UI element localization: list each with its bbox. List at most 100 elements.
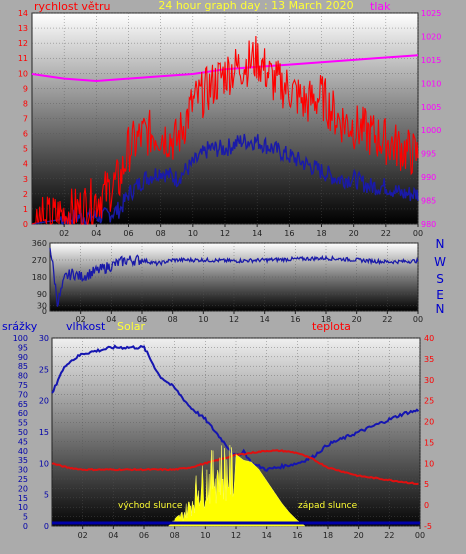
wind-speed-line: [31, 133, 419, 226]
x-tick-label: 18: [323, 531, 333, 540]
y-tick-label: 1000: [421, 126, 441, 135]
compass-label-w: W: [434, 255, 446, 269]
x-tick-label: 12: [231, 531, 241, 540]
y-tick-label: 15: [39, 428, 49, 437]
x-tick-label: 20: [349, 229, 359, 238]
y-tick-label: 0: [23, 220, 28, 229]
y-tick-label: 55: [18, 419, 28, 428]
y-tick-label: 35: [18, 456, 28, 465]
y-tick-label: 25: [424, 397, 434, 406]
y-tick-label: 50: [18, 428, 28, 437]
gust-line: [31, 35, 419, 225]
sunrise-label: východ slunce: [118, 501, 183, 511]
humidity-y-ticks: 0 5 10 15 20 25 30: [39, 334, 49, 531]
x-tick-label: 20: [354, 531, 364, 540]
x-tick-label: 10: [198, 315, 208, 324]
x-tick-label: 12: [220, 229, 230, 238]
y-tick-label: 65: [18, 400, 28, 409]
y-tick-label: 5: [424, 480, 429, 489]
y-tick-label: 15: [424, 438, 434, 447]
chart-title: 24 hour graph day : 13 March 2020: [158, 0, 353, 12]
x-tick-label: 22: [384, 531, 394, 540]
y-tick-label: 4: [23, 160, 28, 169]
x-tick-label: 16: [290, 315, 300, 324]
solar-area: [167, 445, 306, 527]
y-tick-label: 15: [18, 494, 28, 503]
x-tick-label: 02: [78, 531, 88, 540]
x-tick-label: 06: [123, 229, 133, 238]
y-tick-label: 70: [18, 390, 28, 399]
temp-axis-label: teplota: [312, 320, 351, 333]
compass-label-e: E: [436, 288, 444, 302]
wind-x-ticks: 02 04 06 08 10 12 14 16 18 20 22 00: [59, 224, 423, 238]
weather-series: [51, 344, 420, 527]
x-tick-label: 02: [76, 315, 86, 324]
y-tick-label: 45: [18, 437, 28, 446]
y-tick-label: 90: [18, 353, 28, 362]
x-tick-label: 16: [292, 531, 302, 540]
y-tick-label: 1005: [421, 103, 441, 112]
y-tick-label: 7: [23, 115, 28, 124]
y-tick-label: 1025: [421, 9, 441, 18]
y-tick-label: 0: [42, 307, 47, 316]
y-tick-label: 990: [421, 173, 436, 182]
x-tick-label: 08: [168, 315, 178, 324]
y-tick-label: 75: [18, 381, 28, 390]
x-tick-label: 22: [382, 315, 392, 324]
x-tick-label: 04: [106, 315, 116, 324]
x-tick-label: 06: [137, 315, 147, 324]
y-tick-label: 20: [424, 418, 434, 427]
weather-x-ticks: 02 04 06 08 10 12 14 16 18 20 22 00: [78, 526, 425, 540]
y-tick-label: 5: [23, 145, 28, 154]
y-tick-label: 60: [18, 409, 28, 418]
y-tick-label: 35: [424, 355, 434, 364]
x-tick-label: 00: [413, 229, 423, 238]
y-tick-label: 40: [18, 447, 28, 456]
x-tick-label: 02: [59, 229, 69, 238]
compass-label-n: N: [436, 237, 445, 251]
y-tick-label: 1015: [421, 56, 441, 65]
y-tick-label: 100: [13, 334, 28, 343]
wind-axis-label: rychlost větru: [34, 0, 110, 13]
y-tick-label: 1010: [421, 79, 441, 88]
sunset-label: západ slunce: [298, 501, 358, 511]
y-tick-label: 3: [23, 175, 28, 184]
x-tick-label: 14: [252, 229, 262, 238]
x-tick-label: 10: [200, 531, 210, 540]
y-tick-label: 9: [23, 84, 28, 93]
y-tick-label: 985: [421, 197, 436, 206]
x-tick-label: 08: [170, 531, 180, 540]
y-tick-label: 995: [421, 150, 436, 159]
x-tick-label: 14: [262, 531, 272, 540]
x-tick-label: 00: [413, 315, 423, 324]
x-tick-label: 16: [284, 229, 294, 238]
x-tick-label: 12: [229, 315, 239, 324]
y-tick-label: 13: [18, 24, 28, 33]
y-tick-label: 2: [23, 190, 28, 199]
y-tick-label: 10: [18, 69, 28, 78]
y-tick-label: 980: [421, 220, 436, 229]
y-tick-label: 5: [23, 513, 28, 522]
solar-axis-label: Solar: [117, 320, 146, 333]
x-tick-label: 18: [316, 229, 326, 238]
y-tick-label: 270: [32, 256, 47, 265]
y-tick-label: 95: [18, 343, 28, 352]
x-tick-label: 10: [188, 229, 198, 238]
x-tick-label: 20: [352, 315, 362, 324]
y-tick-label: 5: [44, 491, 49, 500]
compass-label-n: N: [436, 302, 445, 316]
y-tick-label: -5: [424, 522, 432, 531]
rain-axis-label: srážky: [2, 320, 38, 333]
y-tick-label: 14: [18, 9, 28, 18]
y-tick-label: 0: [44, 522, 49, 531]
y-tick-label: 6: [23, 130, 28, 139]
y-tick-label: 10: [39, 459, 49, 468]
x-tick-label: 04: [91, 229, 101, 238]
y-tick-label: 1020: [421, 32, 441, 41]
y-tick-label: 20: [39, 397, 49, 406]
y-tick-label: 1: [23, 205, 28, 214]
x-tick-label: 04: [108, 531, 118, 540]
direction-y-ticks: 030 90 180 270 360: [32, 239, 47, 316]
